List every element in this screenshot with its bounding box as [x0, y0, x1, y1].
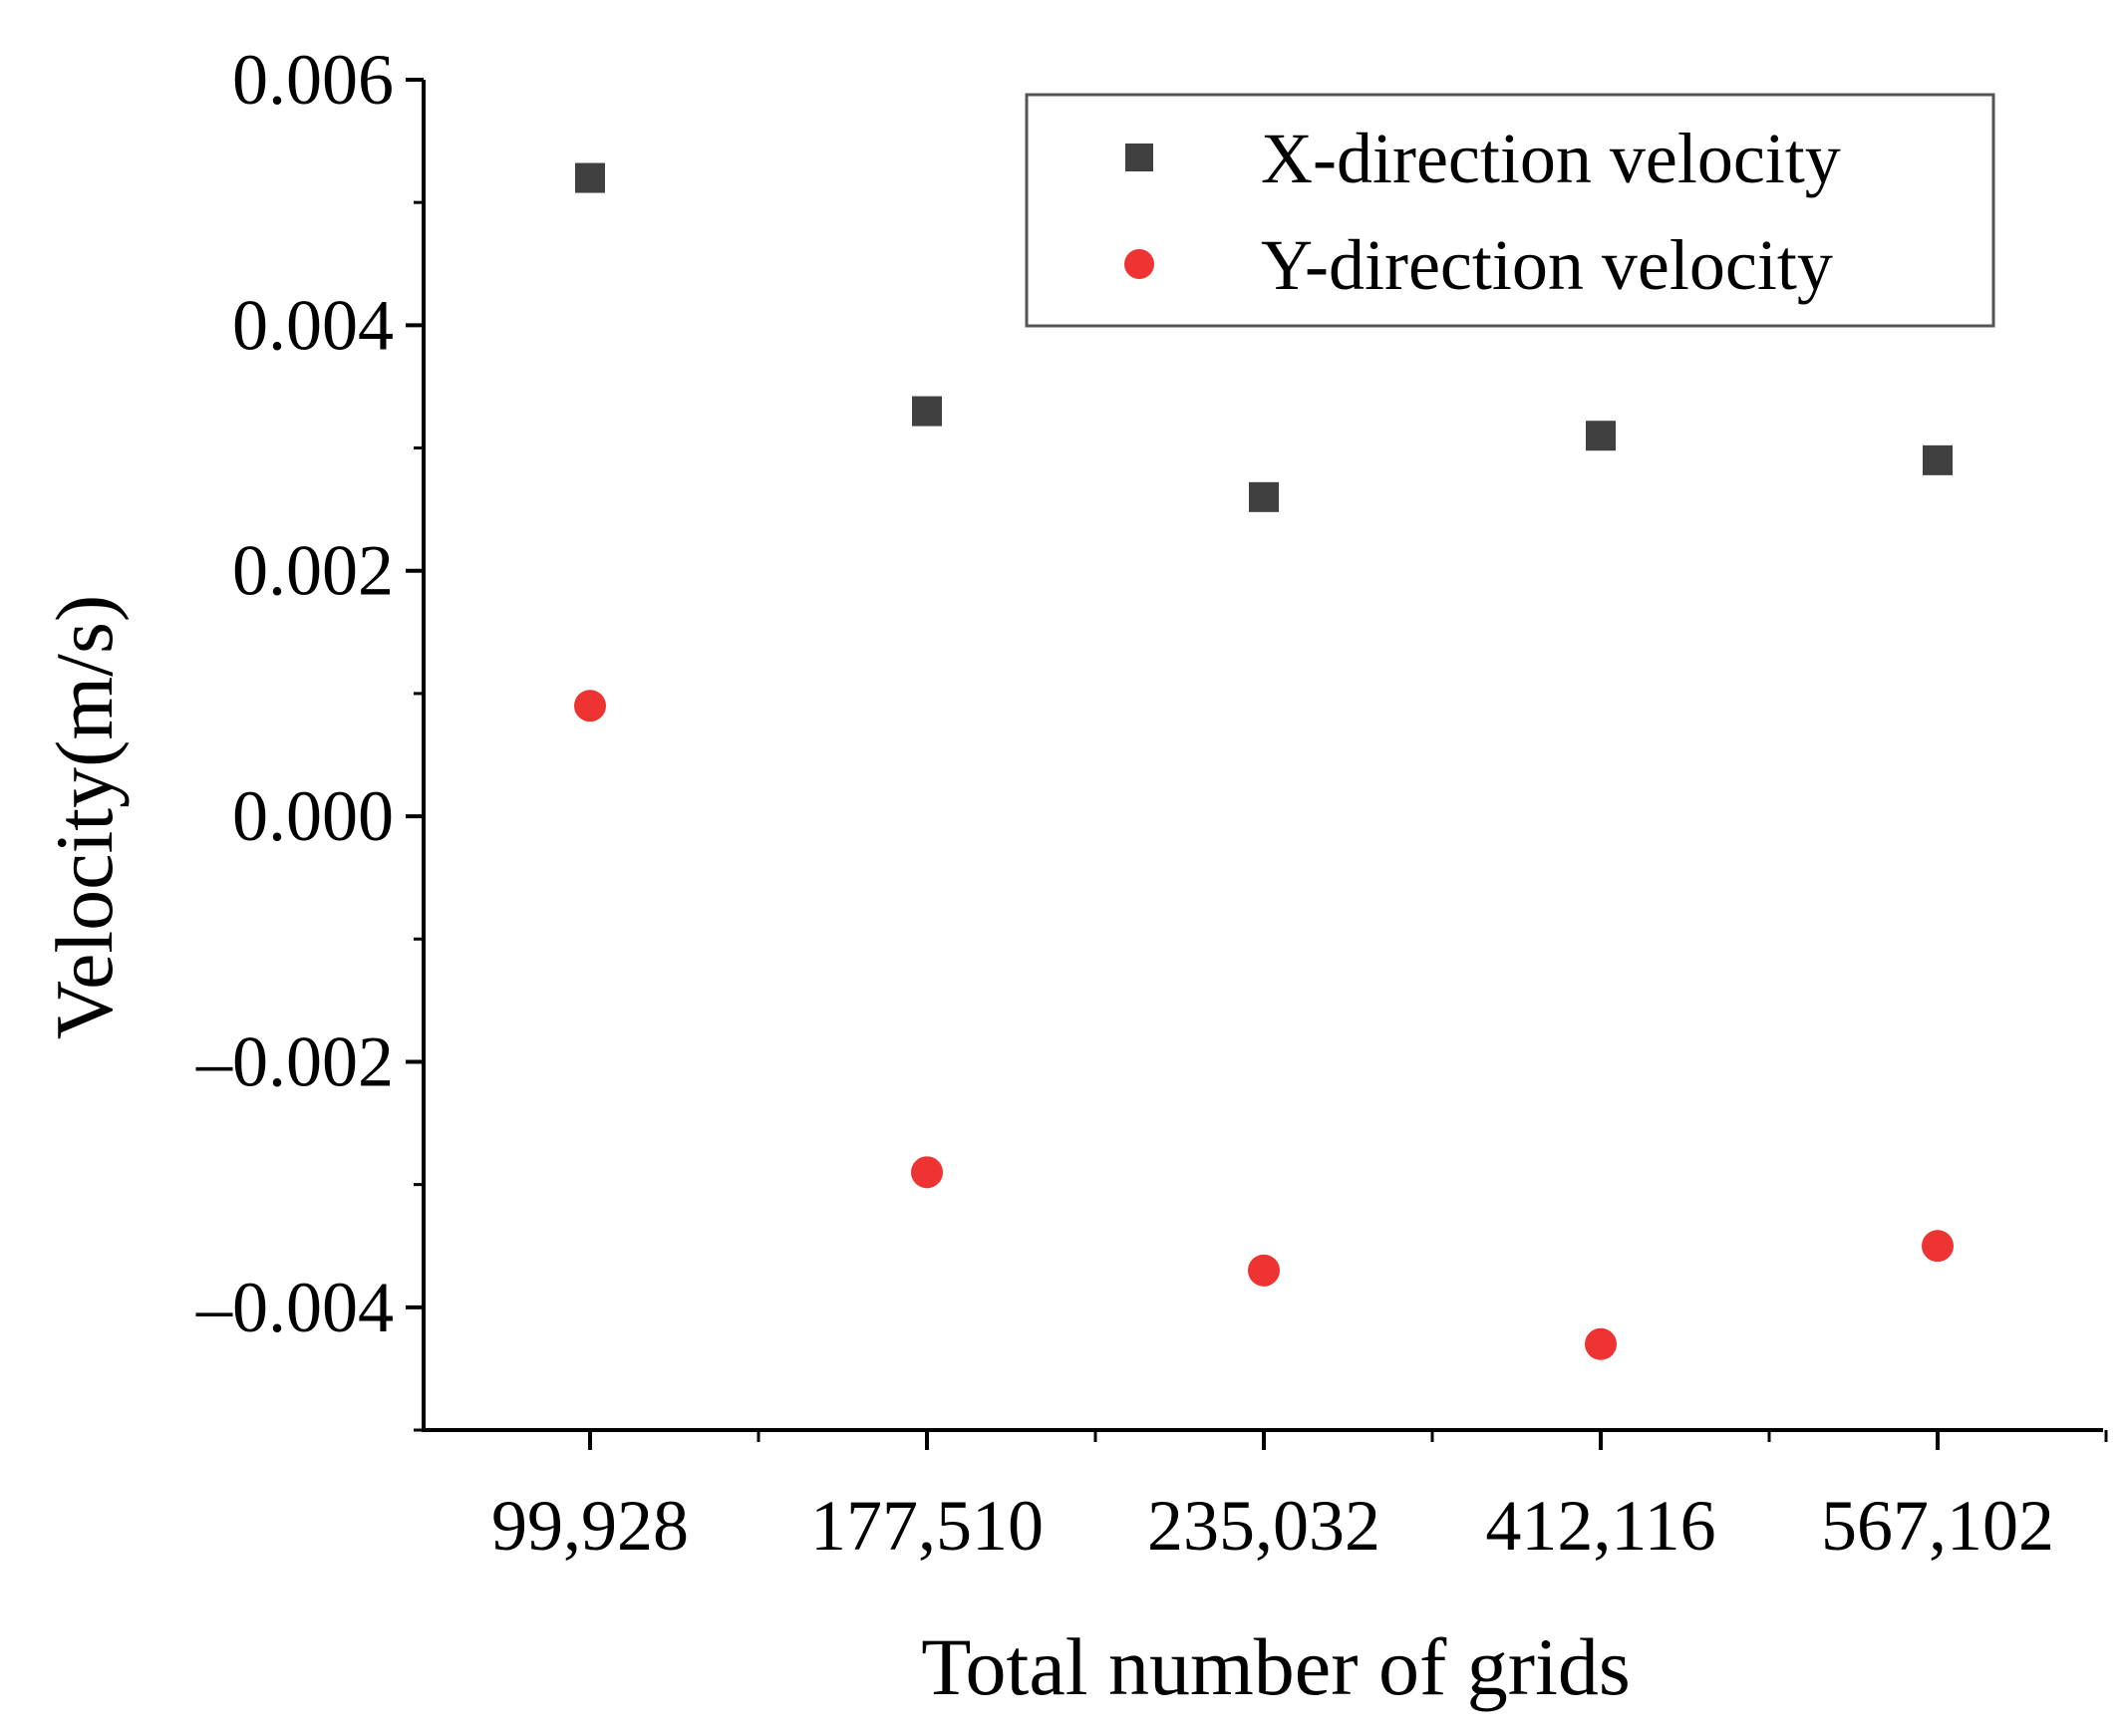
legend: X-direction velocity Y-direction velocity	[1025, 93, 1995, 328]
x-tick-label: 412,116	[1485, 1486, 1715, 1566]
legend-label: X-direction velocity	[1261, 119, 1841, 198]
x-tick-label: 99,928	[491, 1486, 689, 1566]
y-tick-label: –0.004	[195, 1268, 394, 1347]
legend-square-marker	[1125, 144, 1153, 171]
x-velocity-point	[1586, 421, 1616, 451]
y-velocity-point	[574, 690, 606, 723]
x-tick-label: 177,510	[810, 1486, 1044, 1566]
x-velocity-point	[575, 162, 605, 193]
y-velocity-point	[911, 1156, 943, 1189]
y-tick-label: 0.000	[232, 776, 394, 856]
axes: –0.004 –0.002 0.000 0.002 0.004 0.006 99,928 17…	[195, 40, 2108, 1566]
data-marks	[574, 162, 1954, 1360]
x-tick-label: 235,032	[1147, 1486, 1380, 1566]
y-velocity-point	[1248, 1254, 1280, 1287]
legend-circle-marker	[1124, 249, 1154, 279]
y-velocity-point	[1922, 1230, 1954, 1263]
y-axis-title: Velocity(m/s)	[39, 595, 130, 1039]
y-tick-label: –0.002	[195, 1021, 394, 1101]
y-tick-label: 0.004	[232, 285, 394, 365]
x-velocity-point	[912, 396, 942, 427]
x-tick-label: 567,102	[1821, 1486, 2054, 1566]
x-velocity-point	[1923, 444, 1953, 475]
x-axis-title: Total number of grids	[921, 1621, 1631, 1712]
x-velocity-point	[1249, 481, 1279, 512]
y-tick-label: 0.006	[232, 40, 394, 120]
legend-label: Y-direction velocity	[1261, 225, 1833, 305]
y-tick-label: 0.002	[232, 531, 394, 611]
y-velocity-point	[1585, 1327, 1617, 1360]
legend-box	[1025, 93, 1995, 328]
